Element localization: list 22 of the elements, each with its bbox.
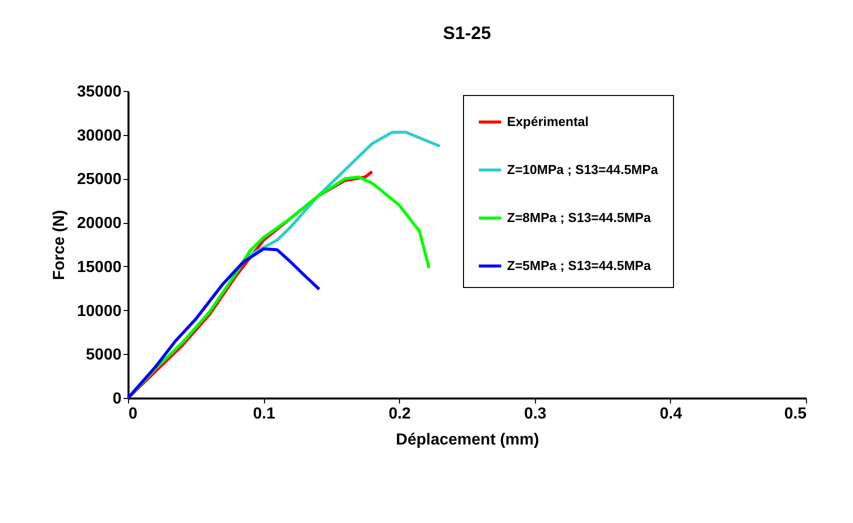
x-tick-label: 0.1 (252, 406, 276, 422)
x-tick-label: 0 (128, 406, 138, 422)
x-tick-label: 0.3 (524, 406, 547, 422)
y-tick-label: 20000 (77, 215, 122, 232)
line-series (126, 247, 321, 400)
x-axis-title: Déplacement (mm) (396, 432, 540, 448)
x-tick-label: 0.2 (388, 406, 411, 422)
y-tick-label: 25000 (77, 171, 122, 188)
y-axis-title: Force (N) (51, 210, 68, 280)
legend-label: Z=5MPa ; S13=44.5MPa (507, 258, 652, 273)
y-tick-label: 10000 (77, 302, 122, 320)
y-tick-label: 5000 (86, 346, 122, 364)
x-tick-label: 0.5 (784, 406, 807, 422)
legend-label: Z=10MPa ; S13=44.5MPa (507, 162, 659, 177)
y-tick-label: 0 (112, 390, 122, 408)
legend-label: Expérimental (507, 114, 589, 129)
y-tick-label: 35000 (77, 84, 122, 100)
chart-title: S1-25 (442, 23, 492, 43)
y-tick-label: 15000 (77, 258, 122, 276)
y-tick-label: 30000 (77, 127, 122, 144)
x-tick-label: 0.4 (660, 406, 682, 422)
legend-label: Z=8MPa ; S13=44.5MPa (507, 210, 652, 225)
